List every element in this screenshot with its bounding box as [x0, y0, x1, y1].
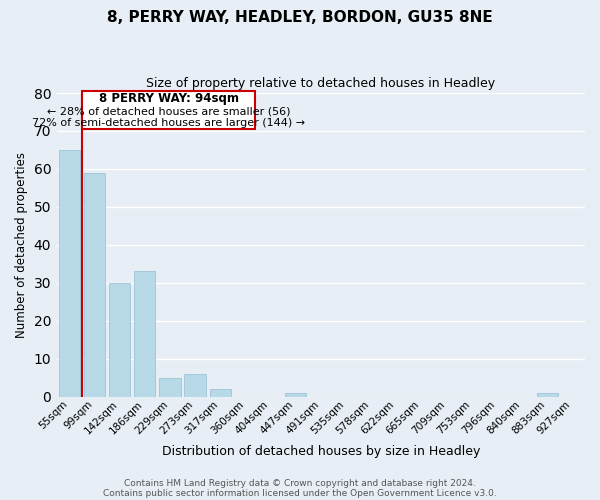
Bar	[159, 378, 181, 396]
Title: Size of property relative to detached houses in Headley: Size of property relative to detached ho…	[146, 78, 496, 90]
Text: ← 28% of detached houses are smaller (56): ← 28% of detached houses are smaller (56…	[47, 106, 290, 117]
Text: Contains public sector information licensed under the Open Government Licence v3: Contains public sector information licen…	[103, 488, 497, 498]
Text: Contains HM Land Registry data © Crown copyright and database right 2024.: Contains HM Land Registry data © Crown c…	[124, 478, 476, 488]
Text: 72% of semi-detached houses are larger (144) →: 72% of semi-detached houses are larger (…	[32, 118, 305, 128]
Text: 8, PERRY WAY, HEADLEY, BORDON, GU35 8NE: 8, PERRY WAY, HEADLEY, BORDON, GU35 8NE	[107, 10, 493, 25]
Bar	[134, 272, 155, 396]
Text: 8 PERRY WAY: 94sqm: 8 PERRY WAY: 94sqm	[98, 92, 239, 105]
Bar	[59, 150, 80, 396]
Bar	[109, 282, 130, 397]
FancyBboxPatch shape	[82, 91, 256, 129]
Bar	[209, 389, 231, 396]
Bar	[536, 392, 558, 396]
Bar	[184, 374, 206, 396]
Bar	[84, 172, 105, 396]
X-axis label: Distribution of detached houses by size in Headley: Distribution of detached houses by size …	[161, 444, 480, 458]
Bar	[285, 392, 307, 396]
Y-axis label: Number of detached properties: Number of detached properties	[15, 152, 28, 338]
